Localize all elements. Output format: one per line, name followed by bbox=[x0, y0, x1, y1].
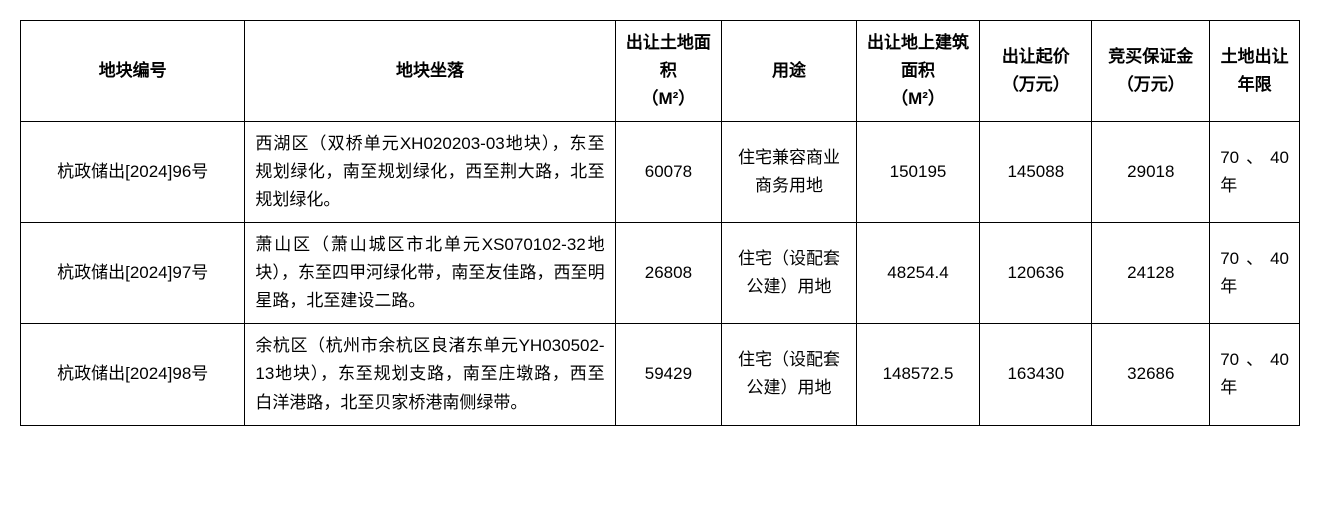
cell-land-area: 60078 bbox=[615, 122, 722, 223]
cell-start-price: 120636 bbox=[980, 223, 1092, 324]
table-row: 杭政储出[2024]97号萧山区（萧山城区市北单元XS070102-32地块），… bbox=[21, 223, 1300, 324]
col-header-building-area: 出让地上建筑面积 （M²） bbox=[856, 21, 979, 122]
cell-start-price: 163430 bbox=[980, 324, 1092, 425]
cell-term: 70、40年 bbox=[1210, 324, 1300, 425]
cell-deposit: 32686 bbox=[1092, 324, 1210, 425]
table-header-row: 地块编号 地块坐落 出让土地面积 （M²） 用途 出让地上建筑面积 （M²） 出… bbox=[21, 21, 1300, 122]
cell-land-area: 26808 bbox=[615, 223, 722, 324]
cell-usage: 住宅（设配套公建）用地 bbox=[722, 324, 857, 425]
col-header-deposit: 竞买保证金（万元） bbox=[1092, 21, 1210, 122]
col-header-usage: 用途 bbox=[722, 21, 857, 122]
col-header-term: 土地出让年限 bbox=[1210, 21, 1300, 122]
col-header-land-area: 出让土地面积 （M²） bbox=[615, 21, 722, 122]
cell-building-area: 48254.4 bbox=[856, 223, 979, 324]
cell-id: 杭政储出[2024]98号 bbox=[21, 324, 245, 425]
cell-term: 70、40年 bbox=[1210, 223, 1300, 324]
table-row: 杭政储出[2024]96号西湖区（双桥单元XH020203-03地块），东至规划… bbox=[21, 122, 1300, 223]
cell-id: 杭政储出[2024]96号 bbox=[21, 122, 245, 223]
cell-usage: 住宅兼容商业商务用地 bbox=[722, 122, 857, 223]
cell-deposit: 24128 bbox=[1092, 223, 1210, 324]
cell-usage: 住宅（设配套公建）用地 bbox=[722, 223, 857, 324]
col-header-location: 地块坐落 bbox=[245, 21, 615, 122]
cell-location: 萧山区（萧山城区市北单元XS070102-32地块），东至四甲河绿化带，南至友佳… bbox=[245, 223, 615, 324]
cell-building-area: 150195 bbox=[856, 122, 979, 223]
cell-start-price: 145088 bbox=[980, 122, 1092, 223]
table-body: 杭政储出[2024]96号西湖区（双桥单元XH020203-03地块），东至规划… bbox=[21, 122, 1300, 425]
cell-location: 西湖区（双桥单元XH020203-03地块），东至规划绿化，南至规划绿化，西至荆… bbox=[245, 122, 615, 223]
col-header-start-price: 出让起价（万元） bbox=[980, 21, 1092, 122]
cell-term: 70、40年 bbox=[1210, 122, 1300, 223]
land-parcel-table: 地块编号 地块坐落 出让土地面积 （M²） 用途 出让地上建筑面积 （M²） 出… bbox=[20, 20, 1300, 426]
cell-id: 杭政储出[2024]97号 bbox=[21, 223, 245, 324]
cell-location: 余杭区（杭州市余杭区良渚东单元YH030502-13地块），东至规划支路，南至庄… bbox=[245, 324, 615, 425]
table-row: 杭政储出[2024]98号余杭区（杭州市余杭区良渚东单元YH030502-13地… bbox=[21, 324, 1300, 425]
cell-building-area: 148572.5 bbox=[856, 324, 979, 425]
cell-deposit: 29018 bbox=[1092, 122, 1210, 223]
cell-land-area: 59429 bbox=[615, 324, 722, 425]
col-header-id: 地块编号 bbox=[21, 21, 245, 122]
